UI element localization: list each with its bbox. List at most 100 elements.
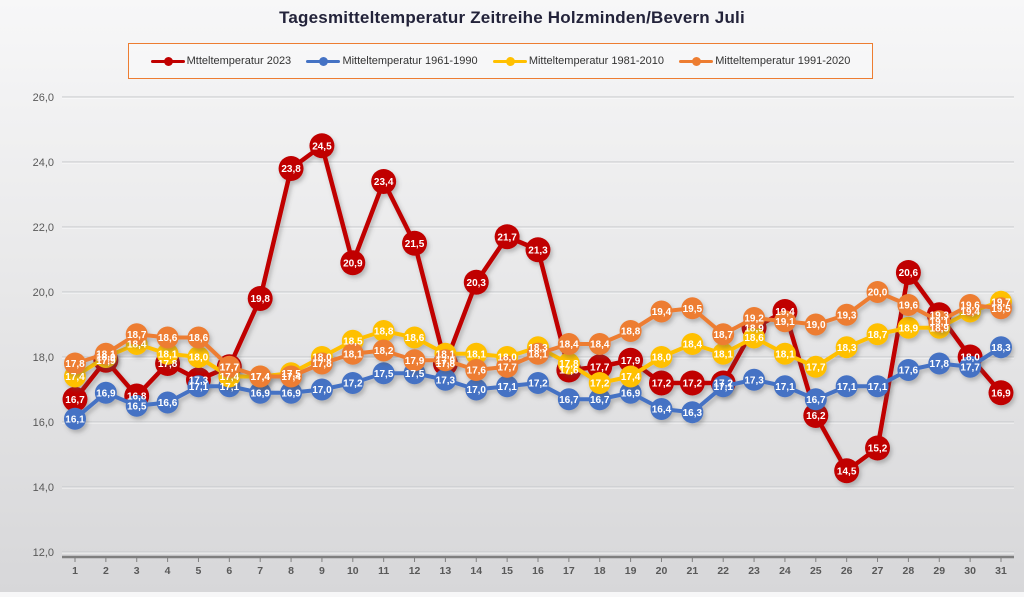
data-point	[527, 342, 549, 365]
x-tick-label: 8	[288, 565, 294, 577]
data-label: 19,4	[775, 307, 795, 318]
data-label: 19,3	[837, 310, 857, 321]
data-point	[434, 349, 457, 372]
data-label: 18,0	[652, 353, 672, 364]
data-label: 18,8	[621, 327, 641, 338]
data-label: 17,1	[220, 382, 240, 393]
series-labels-2: 17,418,018,418,1 18,017,4 17,4 17,518,018,5…	[65, 297, 1011, 389]
data-label: 17,1	[497, 382, 517, 393]
x-tick-label: 21	[686, 565, 698, 577]
data-point	[835, 303, 858, 326]
data-label: 18,0	[189, 353, 209, 364]
data-label: 17,1	[189, 382, 209, 393]
data-label: 18,6	[405, 333, 425, 344]
data-point	[866, 281, 889, 303]
data-label: 17,7	[220, 362, 240, 373]
data-label: 18,8	[374, 327, 394, 338]
data-label: 16,8	[127, 392, 147, 403]
legend-item-3: Mitteltemperatur 1991-2020	[679, 55, 850, 67]
data-point	[557, 333, 580, 355]
data-point	[988, 380, 1014, 406]
data-point	[618, 347, 644, 373]
data-point	[403, 326, 426, 349]
data-point	[496, 355, 519, 378]
data-point	[648, 370, 674, 396]
data-point	[557, 352, 580, 375]
gridlines	[62, 96, 1014, 554]
data-point	[465, 359, 488, 381]
data-label: 18,6	[744, 333, 764, 344]
data-point	[928, 310, 951, 333]
data-label: 17,4	[65, 372, 85, 383]
data-label: 16,9	[281, 388, 301, 399]
data-label: 17,1	[713, 382, 733, 393]
data-point	[341, 372, 364, 394]
data-label: 19,3	[930, 310, 950, 321]
data-point	[494, 224, 520, 250]
data-label: 18,9	[930, 323, 950, 334]
data-label: 17,6	[559, 366, 579, 377]
data-label: 16,9	[621, 388, 641, 399]
data-label: 17,1	[837, 382, 857, 393]
legend-marker-icon	[492, 56, 527, 66]
legend-label: Mtteltemperatur 2023	[186, 55, 292, 67]
data-point	[309, 133, 335, 159]
data-label: 24,5	[312, 141, 332, 152]
data-label: 18,0	[312, 353, 332, 364]
data-label: 19,5	[991, 304, 1011, 315]
data-label: 17,5	[374, 369, 394, 380]
data-label: 16,9	[96, 388, 116, 399]
data-point	[743, 307, 766, 329]
data-label: 17,8	[312, 359, 332, 370]
x-tick-label: 9	[319, 565, 325, 577]
data-point	[247, 286, 273, 311]
data-label: 18,7	[713, 330, 733, 341]
data-point	[743, 368, 766, 391]
y-tick-label: 24,0	[33, 157, 54, 169]
x-tick-label: 13	[440, 565, 452, 577]
data-point	[525, 237, 551, 263]
data-point	[341, 342, 364, 365]
x-tick-label: 29	[933, 565, 945, 577]
data-label: 17,0	[312, 385, 332, 396]
data-label: 20,6	[899, 268, 919, 279]
data-label: 17,7	[590, 362, 610, 373]
x-tick-label: 24	[779, 565, 791, 577]
x-tick-label: 25	[810, 565, 822, 577]
data-label: 18,1	[158, 349, 178, 360]
data-label: 19,1	[930, 317, 950, 328]
data-point	[372, 320, 395, 342]
x-tick-label: 2	[103, 565, 109, 577]
data-point	[64, 407, 86, 430]
series-line-1	[64, 336, 1012, 430]
data-point	[681, 401, 704, 424]
data-label: 17,8	[65, 359, 85, 370]
data-point	[650, 346, 673, 368]
data-label: 16,5	[127, 401, 147, 412]
legend-marker-icon	[679, 56, 714, 66]
data-label: 19,5	[683, 304, 703, 315]
data-label: 17,6	[899, 366, 919, 377]
data-label: 18,3	[991, 343, 1011, 354]
y-tick-label: 12,0	[33, 547, 54, 559]
y-tick-label: 22,0	[33, 222, 54, 234]
data-label: 17,9	[436, 356, 456, 367]
data-point	[835, 336, 858, 359]
series-line-0	[62, 133, 1014, 484]
data-point	[619, 365, 642, 388]
data-label: 23,8	[281, 164, 301, 175]
data-label: 18,1	[96, 349, 116, 360]
data-label: 17,7	[220, 362, 240, 373]
data-label: 18,9	[899, 323, 919, 334]
data-point	[681, 297, 704, 320]
data-point	[187, 326, 210, 349]
data-label: 19,4	[652, 307, 672, 318]
data-label: 18,4	[683, 340, 703, 351]
series-labels-1: 16,1 16,9 16,5 16,6 17,1 17,1 16,9 16,9 17,0 17,2…	[65, 343, 1011, 426]
data-point	[835, 375, 858, 398]
data-label: 16,7	[590, 395, 610, 406]
data-label: 20,3	[467, 278, 487, 289]
series-labels-3: 17,818,118,7 18,6 18,617,717,4 17,417,818,1…	[65, 288, 1011, 384]
data-label: 17,3	[189, 375, 209, 386]
